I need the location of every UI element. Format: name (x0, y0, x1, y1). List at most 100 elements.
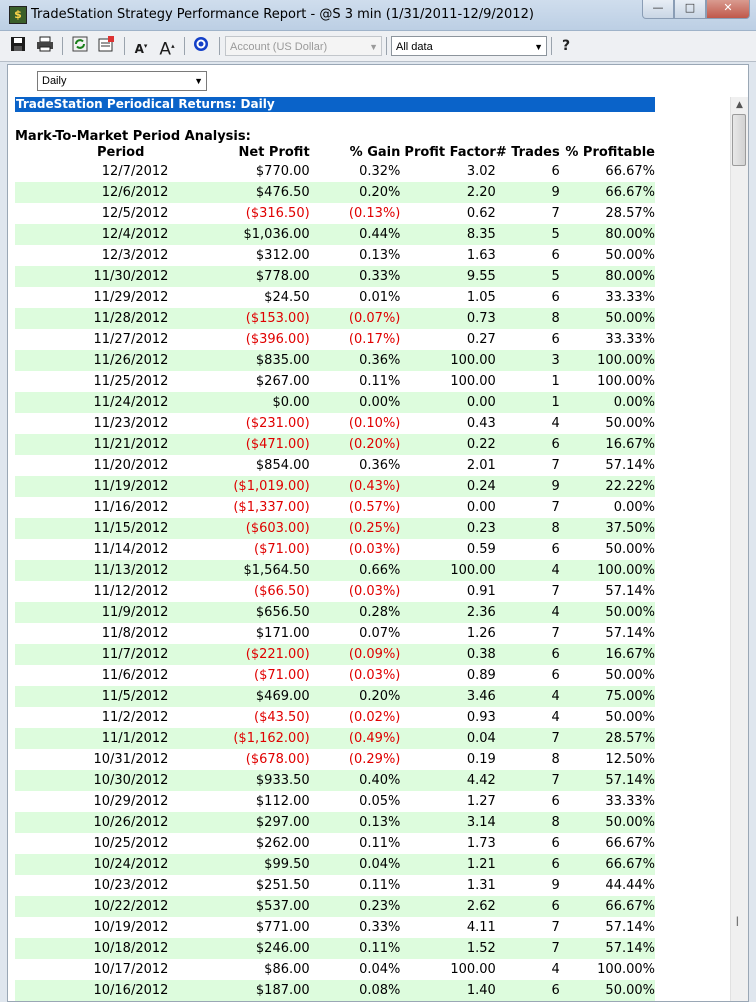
table-cell: 11/16/2012 (93, 500, 169, 515)
table-cell: 1 (551, 374, 560, 389)
table-cell: $1,036.00 (168, 224, 310, 245)
target-icon[interactable] (191, 36, 211, 56)
table-cell: 10/18/2012 (15, 938, 169, 959)
increase-font-icon[interactable]: A▴ (159, 39, 175, 60)
help-icon[interactable]: ? (561, 38, 571, 54)
table-cell: $187.00 (168, 980, 310, 1001)
refresh-icon[interactable] (70, 36, 90, 56)
table-cell: 0.04% (309, 854, 401, 875)
table-cell: 0.11% (359, 374, 401, 389)
table-row: 11/26/2012 $835.00 0.36% 100.00 3 100.00% (15, 350, 655, 371)
table-cell: 4.42 (400, 770, 496, 791)
table-row: 10/18/2012 $246.00 0.11% 1.52 7 57.14% (15, 938, 655, 959)
table-cell: 5 (495, 266, 560, 287)
table-cell: ($66.50) (254, 584, 310, 599)
scroll-up-icon[interactable]: ▲ (736, 100, 743, 110)
print-icon[interactable] (35, 36, 55, 56)
table-cell: 11/9/2012 (15, 602, 169, 623)
table-cell: 66.67% (605, 164, 655, 179)
table-row: 11/2/2012 ($43.50) (0.02%) 0.93 4 50.00% (15, 707, 655, 728)
scrollbar-thumb[interactable] (732, 114, 746, 166)
scroll-grip-icon: ┃ (735, 917, 740, 926)
properties-icon[interactable] (96, 36, 116, 56)
table-cell: $171.00 (255, 626, 310, 641)
table-cell: 100.00% (559, 560, 655, 581)
table-cell: (0.13%) (348, 206, 401, 221)
table-cell: 10/29/2012 (93, 794, 169, 809)
table-row: 10/16/2012 $187.00 0.08% 1.40 6 50.00% (15, 980, 655, 1001)
table-cell: $251.50 (255, 878, 310, 893)
table-row: 12/4/2012 $1,036.00 0.44% 8.35 5 80.00% (15, 224, 655, 245)
table-cell: 8 (495, 812, 560, 833)
table-cell: 50.00% (605, 248, 655, 263)
decrease-font-icon[interactable]: A▾ (134, 42, 148, 56)
column-header: % Gain (349, 145, 401, 160)
table-cell: 0.13% (359, 248, 401, 263)
table-cell: 1.40 (400, 980, 496, 1001)
table-cell: 10/26/2012 (15, 812, 169, 833)
table-cell: 7 (551, 584, 560, 599)
minimize-button[interactable]: — (642, 0, 674, 19)
table-row: 11/13/2012 $1,564.50 0.66% 100.00 4 100.00% (15, 560, 655, 581)
maximize-button[interactable]: □ (674, 0, 706, 19)
table-cell: 7 (495, 728, 560, 749)
table-cell: 16.67% (559, 434, 655, 455)
table-row: 11/7/2012 ($221.00) (0.09%) 0.38 6 16.67% (15, 644, 655, 665)
table-cell: 3.02 (466, 164, 496, 179)
table-cell: 6 (551, 290, 560, 305)
table-cell: 1.21 (400, 854, 496, 875)
table-cell: 0.43 (466, 416, 496, 431)
period-select[interactable]: Daily ▼ (37, 71, 207, 91)
table-cell: 0.23% (309, 896, 401, 917)
table-cell: ($71.00) (254, 668, 310, 683)
table-cell: 0.36% (359, 458, 401, 473)
table-cell: 10/17/2012 (93, 962, 169, 977)
table-cell: 12/4/2012 (15, 224, 169, 245)
table-cell: 50.00% (605, 668, 655, 683)
data-range-value: All data (396, 41, 433, 53)
table-cell: 6 (551, 836, 560, 851)
table-cell: ($231.00) (245, 416, 310, 431)
close-button[interactable]: ✕ (706, 0, 750, 19)
table-cell: 11/30/2012 (15, 266, 169, 287)
data-range-combo[interactable]: All data ▼ (391, 36, 547, 56)
table-cell: 11/28/2012 (15, 308, 169, 329)
app-icon: $ (9, 6, 27, 24)
report-content: Daily ▼ TradeStation Periodical Returns:… (7, 64, 749, 1002)
period-analysis-table: Period Net Profit % Gain Profit Factor #… (15, 144, 655, 1001)
table-row: 12/5/2012 ($316.50) (0.13%) 0.62 7 28.57% (15, 203, 655, 224)
table-cell: 1.31 (466, 878, 496, 893)
table-cell: 2.36 (400, 602, 496, 623)
table-cell: 11/12/2012 (93, 584, 169, 599)
table-cell: 80.00% (559, 224, 655, 245)
table-cell: 50.00% (605, 542, 655, 557)
table-cell: 4 (551, 416, 560, 431)
table-cell: 12/5/2012 (101, 206, 169, 221)
table-cell: 0.04 (400, 728, 496, 749)
table-cell: 66.67% (605, 836, 655, 851)
table-row: 11/9/2012 $656.50 0.28% 2.36 4 50.00% (15, 602, 655, 623)
account-combo-value: Account (US Dollar) (230, 41, 328, 53)
table-cell: (0.03%) (348, 668, 401, 683)
table-cell: ($396.00) (245, 332, 310, 347)
table-cell: 0.28% (309, 602, 401, 623)
column-header: Period (96, 145, 145, 160)
table-cell: ($678.00) (245, 752, 310, 767)
table-row: 12/3/2012 $312.00 0.13% 1.63 6 50.00% (15, 245, 655, 266)
table-row: 10/29/2012 $112.00 0.05% 1.27 6 33.33% (15, 791, 655, 812)
table-cell: (0.03%) (348, 584, 401, 599)
table-cell: 0.62 (466, 206, 496, 221)
save-icon[interactable] (8, 36, 28, 56)
table-cell: 0.59 (466, 542, 496, 557)
table-cell: 0.07% (359, 626, 401, 641)
vertical-scrollbar[interactable]: ▲ ┃ (730, 97, 748, 1001)
table-cell: 0.36% (309, 350, 401, 371)
table-cell: 11/13/2012 (15, 560, 169, 581)
table-row: 11/20/2012 $854.00 0.36% 2.01 7 57.14% (15, 455, 655, 476)
table-cell: $24.50 (264, 290, 310, 305)
table-cell: 4 (495, 686, 560, 707)
table-cell: 11/26/2012 (15, 350, 169, 371)
table-cell: 16.67% (559, 644, 655, 665)
table-cell: 9.55 (400, 266, 496, 287)
table-cell: (0.25%) (309, 518, 401, 539)
